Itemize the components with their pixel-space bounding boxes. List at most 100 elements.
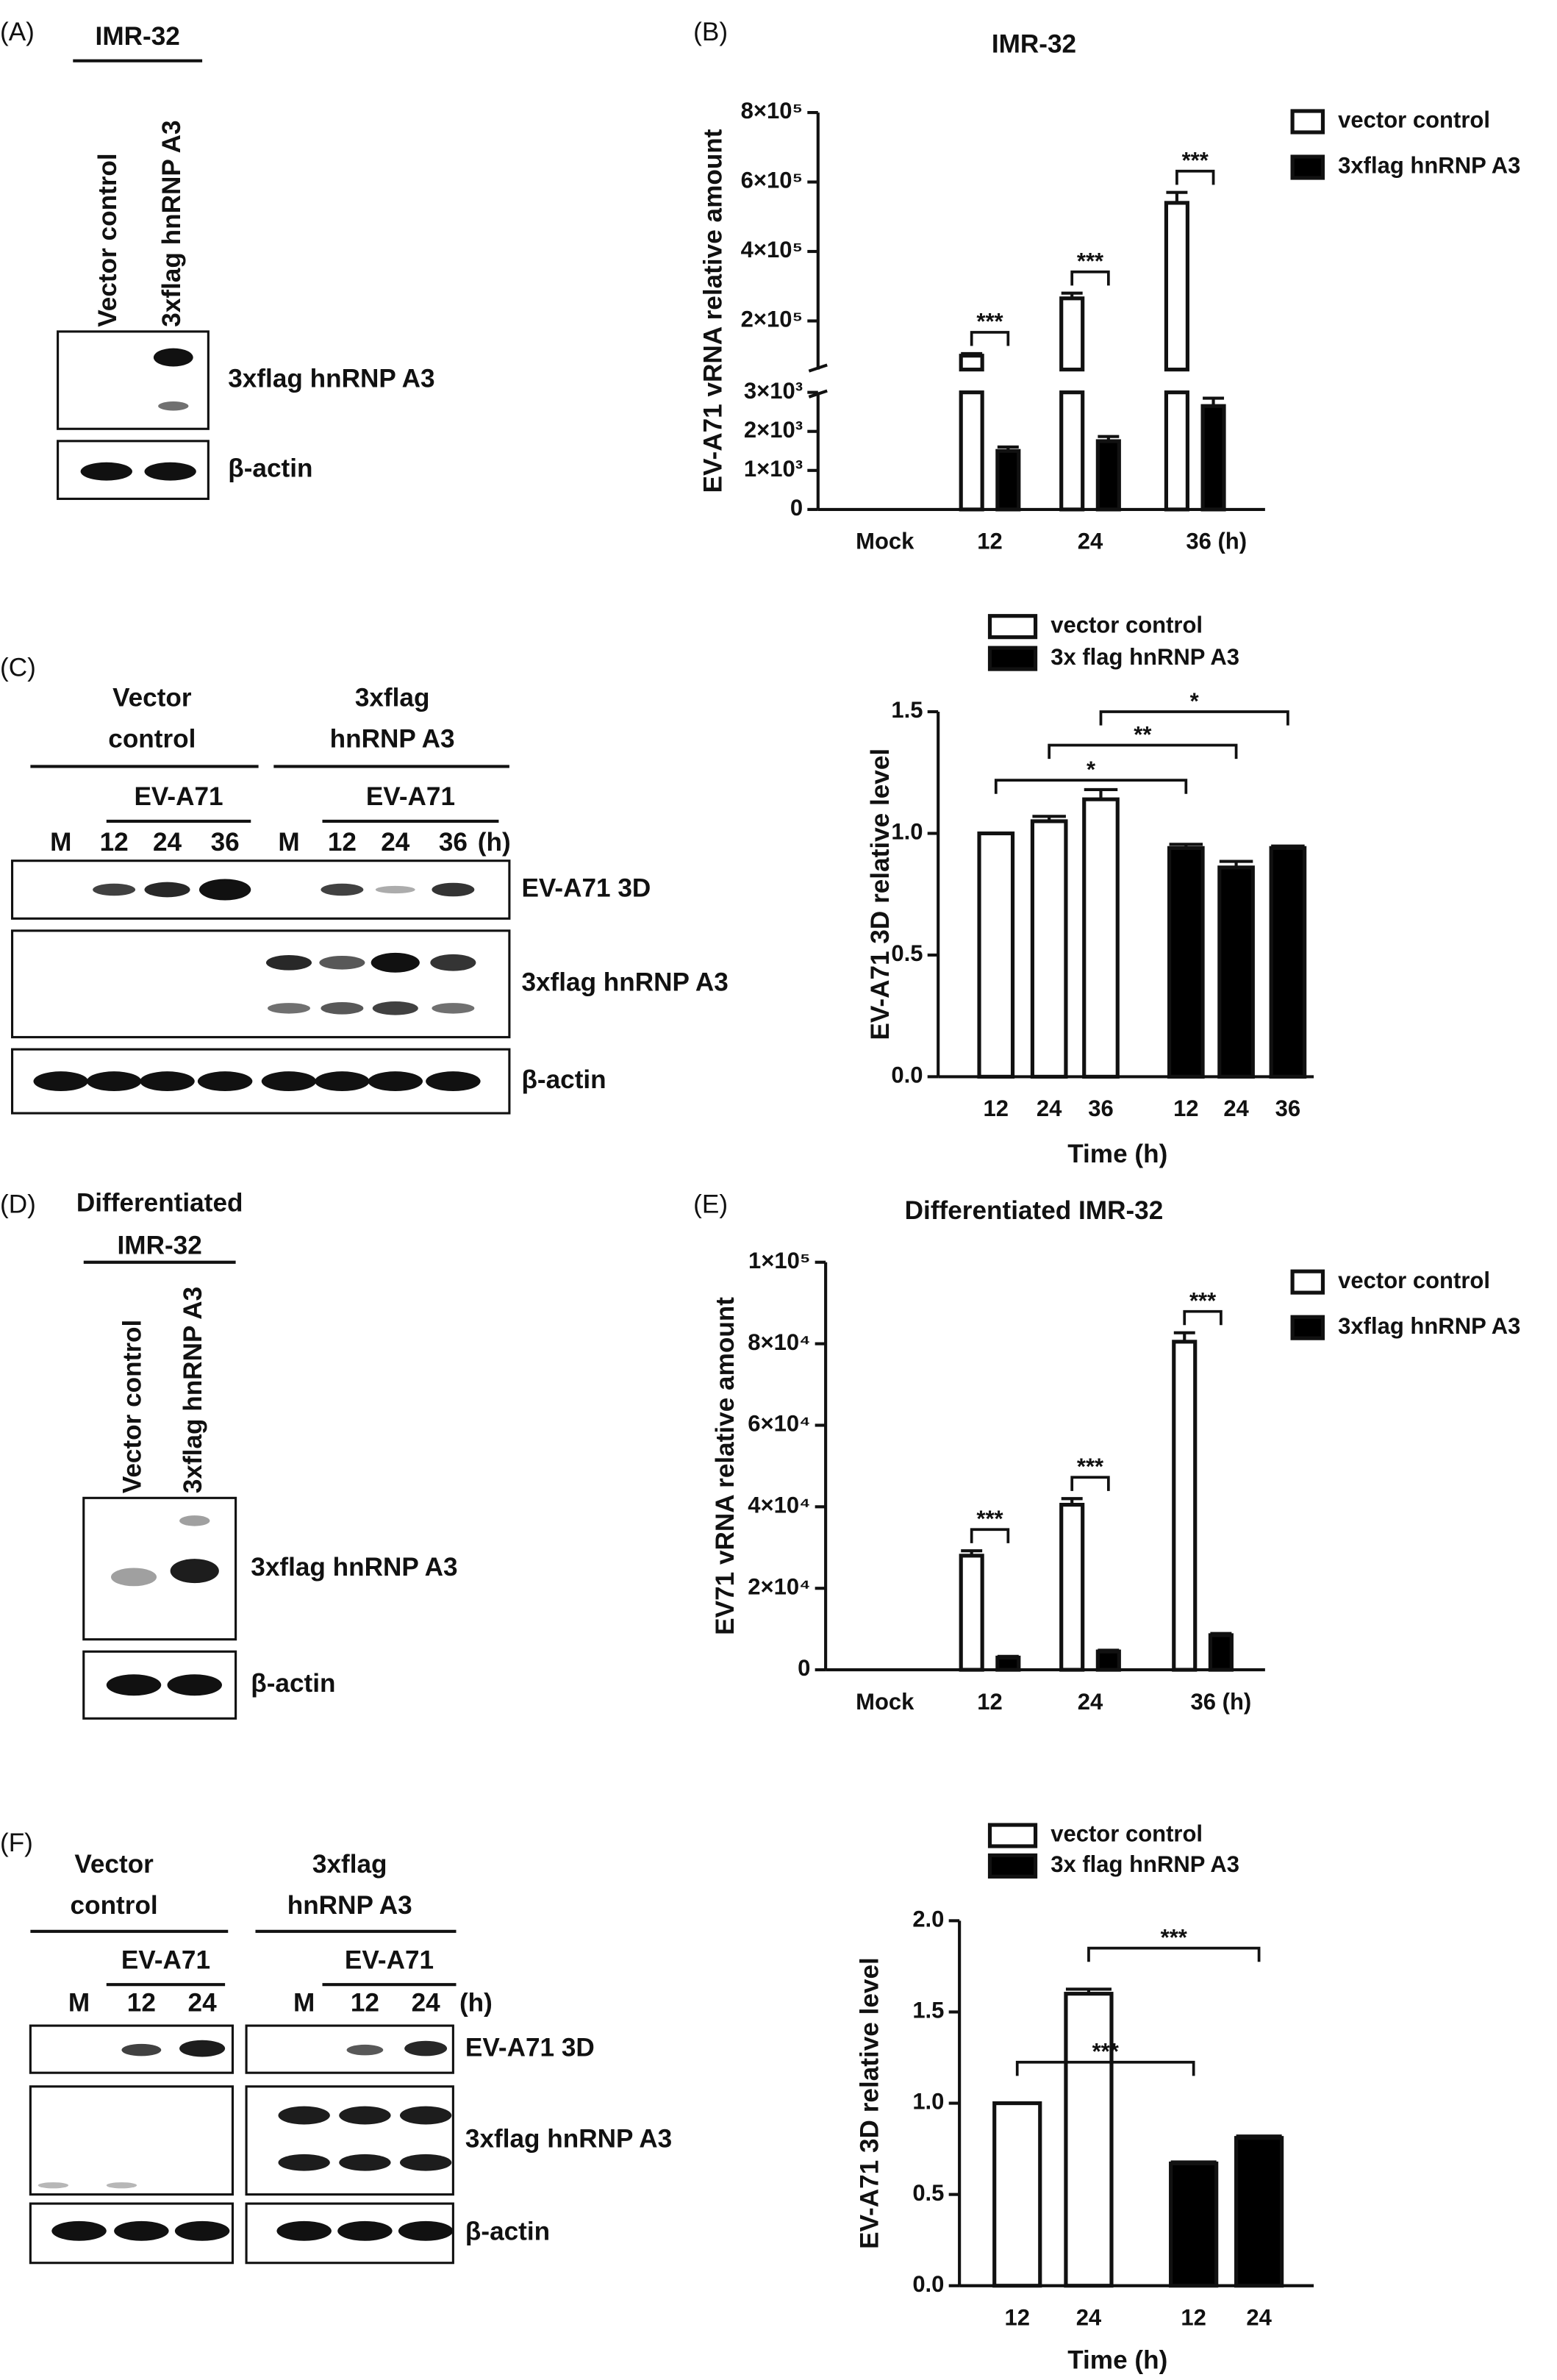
significance-label: *** (1161, 1924, 1188, 1950)
y-tick-label: 0 (798, 1655, 810, 1681)
legend-label: 3xflag hnRNP A3 (1338, 1313, 1520, 1339)
band (144, 462, 196, 481)
row-label: 3xflag hnRNP A3 (521, 968, 728, 997)
panel-label: (C) (0, 653, 36, 682)
axis-break (808, 389, 828, 399)
x-tick-label: 24 (1037, 1096, 1062, 1121)
chart-title: IMR-32 (992, 29, 1076, 58)
x-tick-label: 24 (1076, 2304, 1102, 2330)
significance-bracket (1070, 270, 1110, 286)
band (37, 2182, 69, 2189)
y-tick-label: 1×10³ (744, 456, 803, 482)
bar (1208, 1633, 1234, 1672)
y-tick-label: 0.5 (891, 940, 923, 966)
legend-swatch (1290, 1315, 1325, 1340)
y-tick-label: 2.0 (912, 1906, 944, 1932)
significance-bracket (1070, 1476, 1110, 1491)
infection-label: EV-A71 (345, 1945, 434, 1974)
band (198, 879, 251, 901)
band (261, 1071, 317, 1092)
band (398, 2220, 454, 2241)
blot-header: hnRNP A3 (287, 1891, 412, 1920)
blot-header: IMR-32 (118, 1231, 202, 1259)
legend-label: 3x flag hnRNP A3 (1050, 1851, 1239, 1877)
band (80, 462, 132, 481)
lane-label: 12 (100, 828, 129, 857)
band (93, 883, 136, 896)
y-tick-label: 4×10⁵ (741, 237, 803, 262)
x-tick-label: 24 (1246, 2304, 1272, 2330)
blot-header: control (71, 1891, 158, 1920)
y-tick-label: 0.0 (912, 2271, 944, 2297)
band (276, 2220, 332, 2241)
band (371, 952, 420, 973)
lane-label: 12 (328, 828, 357, 857)
panel-label: (D) (0, 1190, 36, 1218)
significance-label: *** (1092, 2038, 1120, 2064)
y-axis-label: EV-A71 vRNA relative amount (698, 129, 727, 493)
band (372, 1001, 418, 1015)
band (114, 2220, 169, 2241)
band (170, 1559, 219, 1584)
y-tick-label: 1.0 (891, 819, 923, 845)
bar (1164, 201, 1189, 372)
bar (1095, 439, 1121, 512)
blot-frame (57, 330, 210, 430)
band (375, 885, 415, 894)
x-tick-label: 24 (1078, 529, 1103, 554)
y-tick-label: 1.5 (891, 697, 923, 723)
bar (1059, 390, 1085, 512)
band (278, 2154, 330, 2171)
band (321, 883, 364, 896)
panel-label: (B) (693, 18, 728, 46)
blot-frame (245, 2085, 454, 2196)
band (153, 348, 193, 367)
y-tick-label: 6×10⁴ (748, 1411, 810, 1437)
blot-frame (29, 2085, 235, 2196)
panel-label: (E) (693, 1190, 728, 1218)
bar (959, 1554, 984, 1672)
legend-label: vector control (1338, 1268, 1490, 1293)
band (167, 1674, 222, 1696)
y-tick-label: 0 (790, 495, 803, 521)
legend-label: 3x flag hnRNP A3 (1050, 644, 1239, 670)
blot-header: 3xflag (312, 1850, 387, 1879)
band (86, 1071, 142, 1092)
bar (1217, 865, 1255, 1079)
y-tick-label: 0.5 (912, 2180, 944, 2206)
row-label: β-actin (251, 1669, 335, 1698)
y-axis-label: EV-A71 3D relative level (866, 748, 895, 1040)
lane-label: M (278, 828, 299, 857)
band (140, 1071, 195, 1092)
row-label: β-actin (465, 2218, 550, 2246)
infection-label: EV-A71 (134, 782, 223, 811)
significance-label: *** (976, 1506, 1003, 1532)
significance-label: ** (1134, 721, 1152, 747)
band (158, 401, 189, 411)
lane-label: 36 (439, 828, 468, 857)
lane-label: 24 (153, 828, 182, 857)
blot-header: Differentiated (76, 1188, 243, 1217)
band (268, 1003, 310, 1014)
x-tick-label: 24 (1078, 1689, 1103, 1715)
y-tick-label: 1.0 (912, 2089, 944, 2115)
blot-header: control (108, 725, 196, 754)
panel-label: (A) (0, 18, 35, 46)
bar (1059, 1502, 1085, 1672)
significance-label: *** (1189, 1287, 1217, 1313)
lane-label: 3xflag hnRNP A3 (157, 120, 186, 326)
significance-bracket (1183, 1309, 1223, 1326)
y-tick-label: 2×10³ (744, 417, 803, 443)
x-tick-label: 36 (h) (1191, 1689, 1252, 1715)
significance-bracket (1087, 1946, 1261, 1962)
band (121, 2043, 162, 2056)
row-label: 3xflag hnRNP A3 (251, 1553, 457, 1582)
x-tick-label: 36 (1088, 1096, 1113, 1121)
legend-swatch (987, 646, 1038, 671)
row-label: β-actin (228, 454, 312, 482)
x-tick-label: 12 (977, 529, 1002, 554)
row-label: β-actin (521, 1065, 606, 1094)
row-label: 3xflag hnRNP A3 (465, 2125, 672, 2154)
lane-label: 36 (211, 828, 240, 857)
